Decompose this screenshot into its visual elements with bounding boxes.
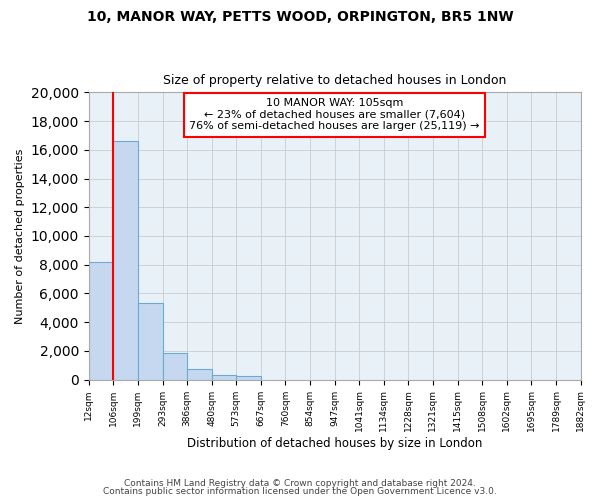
Text: Contains HM Land Registry data © Crown copyright and database right 2024.: Contains HM Land Registry data © Crown c… <box>124 478 476 488</box>
Bar <box>163 353 187 380</box>
Title: Size of property relative to detached houses in London: Size of property relative to detached ho… <box>163 74 506 87</box>
Bar <box>236 376 261 380</box>
Bar <box>113 141 138 380</box>
X-axis label: Distribution of detached houses by size in London: Distribution of detached houses by size … <box>187 437 482 450</box>
Y-axis label: Number of detached properties: Number of detached properties <box>15 148 25 324</box>
Bar <box>212 375 236 380</box>
Text: 10 MANOR WAY: 105sqm
← 23% of detached houses are smaller (7,604)
76% of semi-de: 10 MANOR WAY: 105sqm ← 23% of detached h… <box>190 98 480 132</box>
Text: Contains public sector information licensed under the Open Government Licence v3: Contains public sector information licen… <box>103 487 497 496</box>
Text: 10, MANOR WAY, PETTS WOOD, ORPINGTON, BR5 1NW: 10, MANOR WAY, PETTS WOOD, ORPINGTON, BR… <box>86 10 514 24</box>
Bar <box>89 262 113 380</box>
Bar <box>187 369 212 380</box>
Bar <box>138 304 163 380</box>
